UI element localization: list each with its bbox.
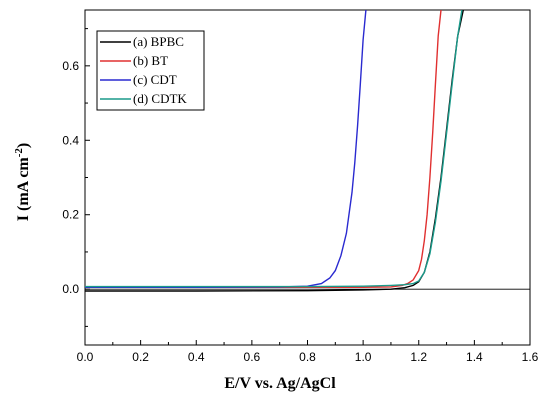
x-tick-label: 1.6 [522, 350, 539, 364]
y-axis-title-main: I (mA cm [15, 157, 32, 222]
series-line-1 [85, 10, 442, 288]
legend-label-2: (c) CDT [133, 72, 177, 87]
y-axis-title: I (mA cm-2) [13, 143, 32, 221]
y-axis-title-close: ) [15, 143, 32, 148]
legend-label-0: (a) BPBC [133, 34, 184, 49]
legend-box [96, 30, 205, 111]
y-tick-label: 0.4 [62, 133, 79, 147]
y-axis-title-exponent: -2 [13, 148, 25, 158]
x-tick-label: 1.0 [355, 350, 372, 364]
legend: (a) BPBC (b) BT (c) CDT (d) CDTK [96, 30, 205, 111]
x-tick-label: 1.4 [466, 350, 483, 364]
x-tick-label: 0.8 [299, 350, 316, 364]
y-tick-label: 0.6 [62, 59, 79, 73]
x-axis-ticks: 0.0 0.2 0.4 0.6 0.8 1.0 1.2 1.4 1.6 [77, 340, 539, 364]
x-tick-label: 1.2 [410, 350, 427, 364]
x-tick-label: 0.4 [188, 350, 205, 364]
x-tick-label: 0.2 [132, 350, 149, 364]
x-tick-label: 0.6 [244, 350, 261, 364]
x-axis-title: E/V vs. Ag/AgCl [224, 375, 336, 392]
y-axis-ticks: 0.0 0.2 0.4 0.6 [62, 28, 90, 327]
x-tick-label: 0.0 [77, 350, 94, 364]
series-line-3 [85, 10, 463, 288]
y-tick-label: 0.0 [62, 282, 79, 296]
series-lines [85, 10, 464, 292]
legend-label-3: (d) CDTK [133, 91, 187, 106]
y-tick-label: 0.2 [62, 208, 79, 222]
legend-label-1: (b) BT [133, 53, 168, 68]
